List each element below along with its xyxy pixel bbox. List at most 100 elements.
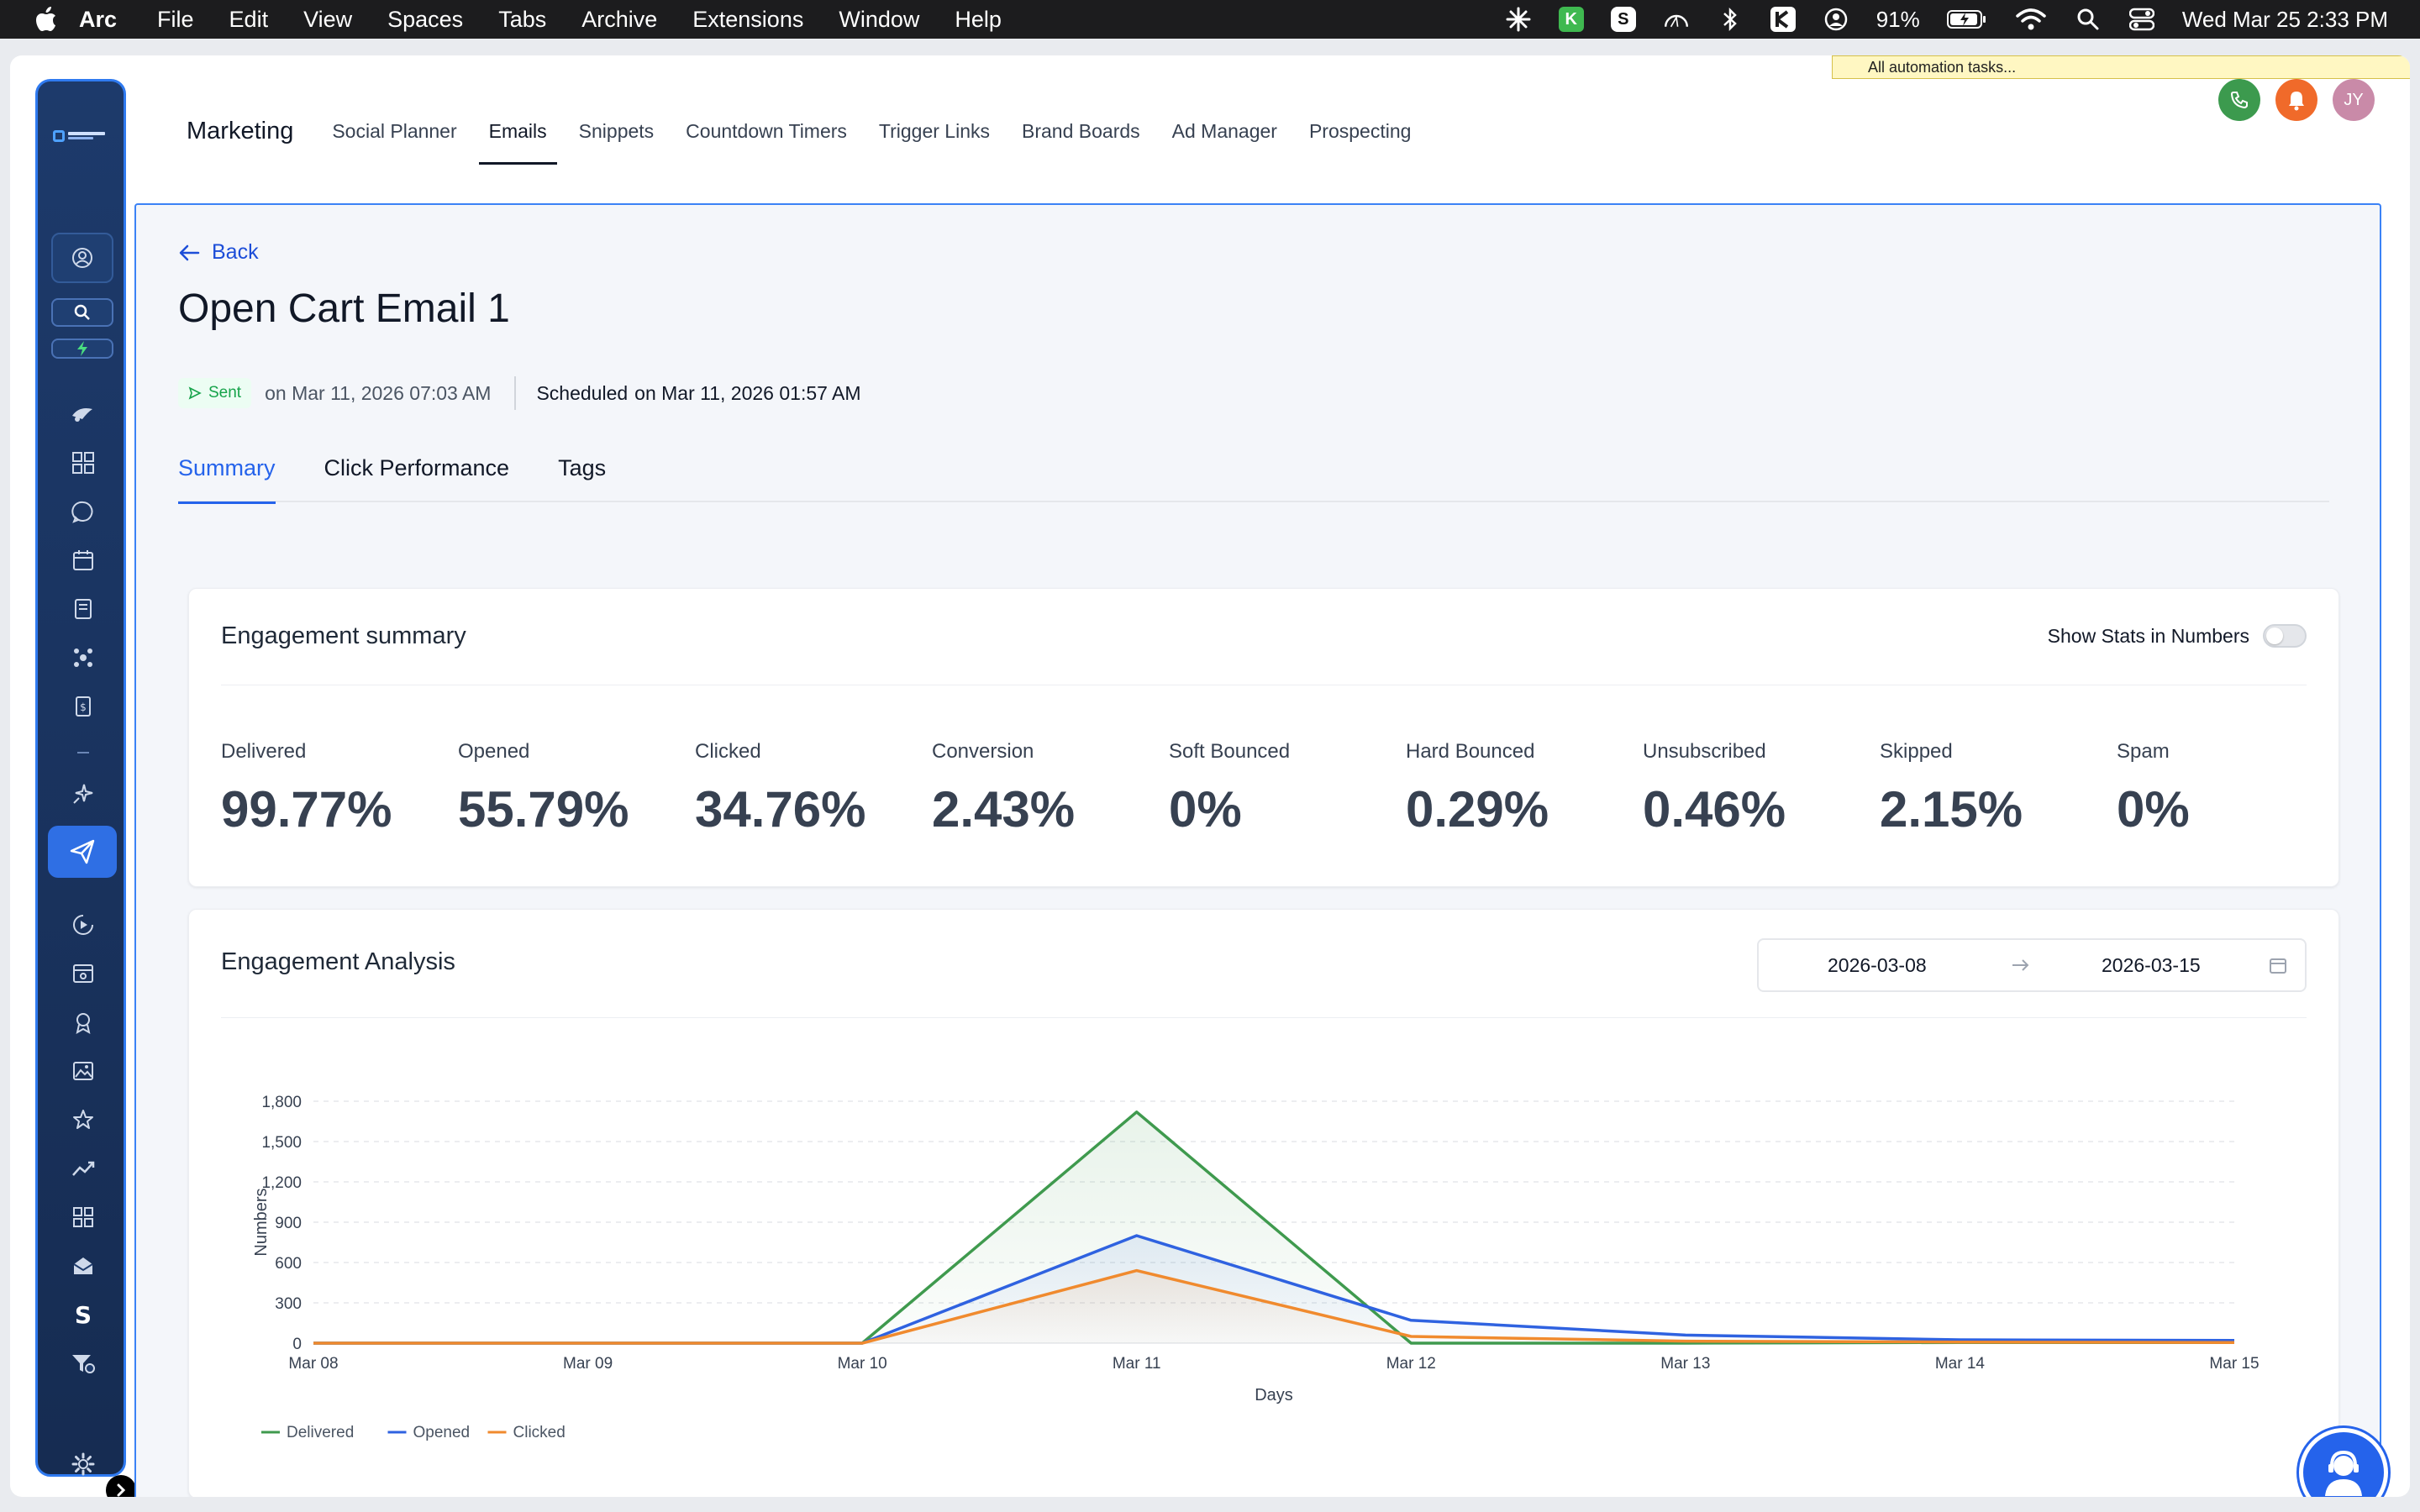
menu-spaces[interactable]: Spaces bbox=[387, 6, 464, 32]
tab-summary[interactable]: Summary bbox=[178, 449, 276, 504]
user-avatar[interactable]: JY bbox=[2333, 79, 2375, 121]
phone-icon[interactable] bbox=[2218, 79, 2260, 121]
stat-opened: Opened 55.79% bbox=[458, 740, 629, 838]
sidebar-item-mail[interactable] bbox=[70, 1252, 97, 1279]
automation-tasks-banner[interactable]: All automation tasks... bbox=[1832, 55, 2410, 79]
x-axis-label: Days bbox=[1255, 1386, 1293, 1404]
sidebar-item-settings[interactable] bbox=[70, 1451, 97, 1478]
gauge-icon[interactable] bbox=[1663, 6, 1690, 33]
kolide-icon[interactable] bbox=[1770, 7, 1796, 32]
calendar-icon[interactable] bbox=[2268, 955, 2288, 980]
sidebar-item-calendar[interactable] bbox=[70, 547, 97, 574]
engagement-summary-card: Engagement summary Show Stats in Numbers… bbox=[188, 588, 2339, 887]
sidebar-item-reporting[interactable] bbox=[70, 1155, 97, 1182]
bluetooth-icon[interactable] bbox=[1717, 6, 1744, 33]
stat-value: 55.79% bbox=[458, 781, 629, 837]
menu-edit[interactable]: Edit bbox=[229, 6, 269, 32]
sidebar-item-launchpad[interactable] bbox=[70, 401, 97, 428]
back-link[interactable]: Back bbox=[178, 240, 259, 265]
control-center-icon[interactable] bbox=[2128, 6, 2155, 33]
date-from[interactable]: 2026-03-08 bbox=[1828, 953, 1927, 976]
scheduled-label: Scheduled bbox=[536, 381, 629, 404]
stat-label: Opened bbox=[458, 740, 530, 763]
legend-item-clicked[interactable]: Clicked bbox=[513, 1424, 566, 1441]
support-chat-button[interactable] bbox=[2299, 1428, 2388, 1497]
status-badge: Sent bbox=[178, 378, 252, 408]
sidebar-item-s-app[interactable]: S bbox=[70, 1301, 97, 1328]
x-tick-label: Mar 12 bbox=[1386, 1355, 1436, 1373]
nav-ad-manager[interactable]: Ad Manager bbox=[1171, 119, 1277, 142]
sidebar-search-button[interactable] bbox=[51, 298, 113, 327]
engagement-summary-title: Engagement summary bbox=[221, 622, 466, 649]
legend-item-delivered[interactable]: Delivered bbox=[287, 1424, 354, 1441]
menu-tabs[interactable]: Tabs bbox=[498, 6, 547, 32]
y-axis-label: Numbers bbox=[252, 1188, 271, 1256]
email-detail-panel: Back Open Cart Email 1 Sent on Mar 11, 2… bbox=[134, 203, 2381, 1497]
stat-hard-bounced: Hard Bounced 0.29% bbox=[1406, 740, 1549, 838]
apple-icon[interactable] bbox=[34, 6, 59, 33]
show-stats-in-numbers-toggle[interactable] bbox=[2263, 624, 2307, 648]
menu-app-name[interactable]: Arc bbox=[79, 6, 118, 32]
sidebar-divider bbox=[70, 740, 97, 767]
menu-archive[interactable]: Archive bbox=[581, 6, 658, 32]
back-label: Back bbox=[212, 240, 259, 264]
sidebar-item-contacts[interactable] bbox=[70, 596, 97, 622]
sidebar-item-payments[interactable]: $ bbox=[70, 693, 97, 720]
marketing-top-nav: Marketing Social Planner Emails Snippets… bbox=[187, 97, 1443, 165]
bell-icon[interactable] bbox=[2275, 79, 2317, 121]
y-tick-label: 1,200 bbox=[261, 1174, 302, 1192]
menu-extensions[interactable]: Extensions bbox=[692, 6, 804, 32]
menu-help[interactable]: Help bbox=[955, 6, 1002, 32]
sidebar-expand-button[interactable] bbox=[106, 1475, 136, 1497]
sidebar-item-marketing[interactable] bbox=[48, 826, 117, 878]
nav-snippets[interactable]: Snippets bbox=[578, 119, 655, 142]
stat-value: 0.29% bbox=[1406, 781, 1549, 837]
nav-social-planner[interactable]: Social Planner bbox=[332, 119, 457, 142]
menu-file[interactable]: File bbox=[157, 6, 194, 32]
sidebar-item-dashboard[interactable] bbox=[70, 449, 97, 476]
y-tick-label: 900 bbox=[275, 1215, 302, 1232]
nav-trigger-links[interactable]: Trigger Links bbox=[878, 119, 991, 142]
k-app-icon[interactable]: K bbox=[1558, 7, 1584, 32]
sidebar-item-app-marketplace[interactable] bbox=[70, 1204, 97, 1231]
x-tick-label: Mar 09 bbox=[563, 1355, 613, 1373]
legend-item-opened[interactable]: Opened bbox=[413, 1424, 471, 1441]
menubar-clock[interactable]: Wed Mar 25 2:33 PM bbox=[2181, 6, 2388, 32]
sent-date: on Mar 11, 2026 07:03 AM bbox=[265, 381, 492, 404]
sidebar-item-conversations[interactable] bbox=[70, 498, 97, 525]
sidebar-item-opportunities[interactable] bbox=[70, 644, 97, 671]
wifi-icon[interactable] bbox=[2014, 6, 2048, 33]
s-app-icon[interactable]: S bbox=[1610, 7, 1636, 32]
sparkle-icon[interactable] bbox=[1505, 6, 1532, 33]
nav-emails[interactable]: Emails bbox=[478, 107, 557, 165]
tab-tags[interactable]: Tags bbox=[558, 455, 607, 480]
sidebar-item-media[interactable] bbox=[70, 1058, 97, 1084]
sidebar-item-filter-settings[interactable] bbox=[70, 1350, 97, 1377]
nav-brand-boards[interactable]: Brand Boards bbox=[1022, 119, 1140, 142]
stat-conversion: Conversion 2.43% bbox=[932, 740, 1075, 838]
user-circle-icon[interactable] bbox=[1823, 6, 1849, 33]
spotlight-search-icon[interactable] bbox=[2075, 6, 2102, 33]
quick-actions-button[interactable] bbox=[51, 339, 113, 359]
sidebar-item-memberships[interactable] bbox=[70, 1009, 97, 1036]
x-tick-label: Mar 10 bbox=[838, 1355, 887, 1373]
sidebar-item-reputation[interactable] bbox=[70, 1106, 97, 1133]
stat-label: Conversion bbox=[932, 740, 1034, 763]
stat-label: Skipped bbox=[1880, 740, 1953, 763]
sidebar-item-ai[interactable] bbox=[70, 780, 97, 807]
y-tick-label: 0 bbox=[292, 1336, 302, 1353]
series-line-clicked[interactable] bbox=[313, 1268, 2235, 1345]
x-tick-label: Mar 13 bbox=[1660, 1355, 1710, 1373]
menu-window[interactable]: Window bbox=[839, 6, 920, 32]
sidebar-item-automation[interactable] bbox=[70, 911, 97, 938]
tab-click-performance[interactable]: Click Performance bbox=[324, 455, 510, 480]
engagement-analysis-card: Engagement Analysis 2026-03-08 2026-03-1… bbox=[188, 909, 2339, 1497]
date-to[interactable]: 2026-03-15 bbox=[2102, 953, 2201, 976]
nav-prospecting[interactable]: Prospecting bbox=[1308, 119, 1412, 142]
battery-icon[interactable] bbox=[1946, 6, 1987, 33]
sidebar-item-sites[interactable] bbox=[70, 960, 97, 987]
date-range-picker[interactable]: 2026-03-08 2026-03-15 bbox=[1757, 938, 2307, 992]
location-switcher-button[interactable] bbox=[51, 233, 113, 283]
nav-countdown-timers[interactable]: Countdown Timers bbox=[686, 119, 847, 142]
menu-view[interactable]: View bbox=[303, 6, 353, 32]
